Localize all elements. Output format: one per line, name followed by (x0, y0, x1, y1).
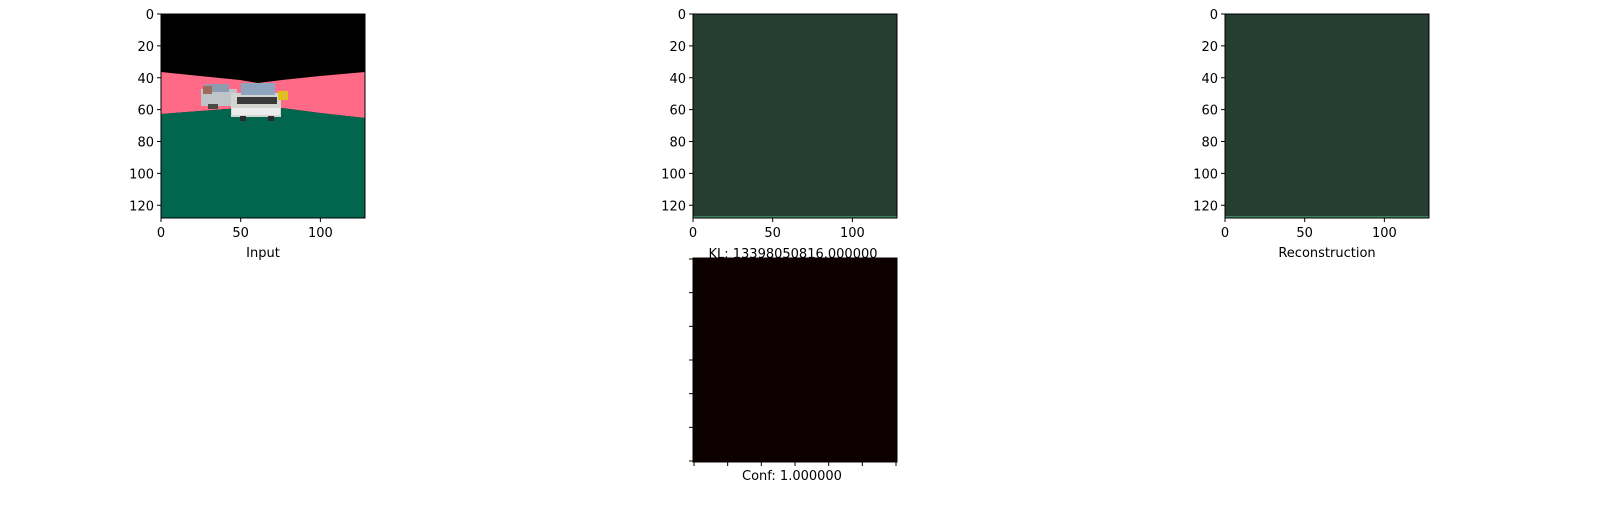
input-axes: 0 50 100 0 20 40 60 80 100 120 (129, 8, 333, 241)
input-axes-frame (160, 13, 366, 219)
x-tick-label: 100 (1372, 226, 1397, 241)
car-left (201, 84, 237, 109)
reconstruction-panel: 0 50 100 0 20 40 60 80 100 120 Reconstruction (1193, 8, 1430, 261)
y-tick-label: 120 (1193, 199, 1218, 214)
reconstruction-axes: 0 50 100 0 20 40 60 80 100 120 (1193, 8, 1397, 241)
x-tick-label: 0 (157, 226, 165, 241)
y-tick-label: 60 (1201, 104, 1218, 119)
input-panel: 0 50 100 0 20 40 60 80 100 120 Input (129, 8, 366, 261)
y-tick-label: 100 (1193, 167, 1218, 182)
y-tick-label: 20 (137, 40, 154, 55)
conf-panel: Conf: 1.000000 (689, 257, 898, 484)
kl-panel: 0 50 100 0 20 40 60 80 100 120 (661, 8, 898, 241)
y-tick-label: 0 (1210, 8, 1218, 23)
x-tick-label: 100 (308, 226, 333, 241)
y-tick-label: 60 (137, 104, 154, 119)
kl-edge-strip (693, 216, 897, 218)
y-tick-label: 20 (669, 40, 686, 55)
x-tick-label: 50 (232, 226, 249, 241)
x-tick-label: 50 (1296, 226, 1313, 241)
yellow-marker (278, 91, 288, 100)
input-image (161, 14, 365, 218)
y-tick-label: 0 (678, 8, 686, 23)
kl-title: KL: 13398050816.000000 (708, 247, 877, 262)
y-tick-label: 80 (1201, 136, 1218, 151)
reconstruction-axes-frame (1224, 13, 1430, 219)
y-tick-label: 80 (669, 136, 686, 151)
x-tick-label: 100 (840, 226, 865, 241)
reconstruction-edge-strip (1225, 216, 1429, 218)
y-tick-label: 80 (137, 136, 154, 151)
x-tick-label: 50 (764, 226, 781, 241)
reconstruction-xlabel: Reconstruction (1278, 246, 1375, 261)
car-right (231, 83, 281, 121)
conf-heatmap (693, 258, 897, 462)
y-tick-label: 100 (129, 167, 154, 182)
y-tick-label: 60 (669, 104, 686, 119)
y-tick-label: 40 (137, 72, 154, 87)
conf-xlabel: Conf: 1.000000 (742, 469, 842, 484)
y-tick-label: 20 (1201, 40, 1218, 55)
y-tick-label: 120 (661, 199, 686, 214)
reconstruction-image (1225, 14, 1429, 218)
y-tick-label: 40 (669, 72, 686, 87)
conf-axes (689, 258, 897, 466)
y-tick-label: 40 (1201, 72, 1218, 87)
y-tick-label: 120 (129, 199, 154, 214)
y-tick-label: 100 (661, 167, 686, 182)
x-tick-label: 0 (689, 226, 697, 241)
kl-axes: 0 50 100 0 20 40 60 80 100 120 (661, 8, 865, 241)
x-tick-label: 0 (1221, 226, 1229, 241)
kl-image (693, 14, 897, 218)
input-floor (161, 107, 365, 218)
kl-axes-frame (692, 13, 898, 219)
input-xlabel: Input (246, 246, 280, 261)
y-tick-label: 0 (146, 8, 154, 23)
